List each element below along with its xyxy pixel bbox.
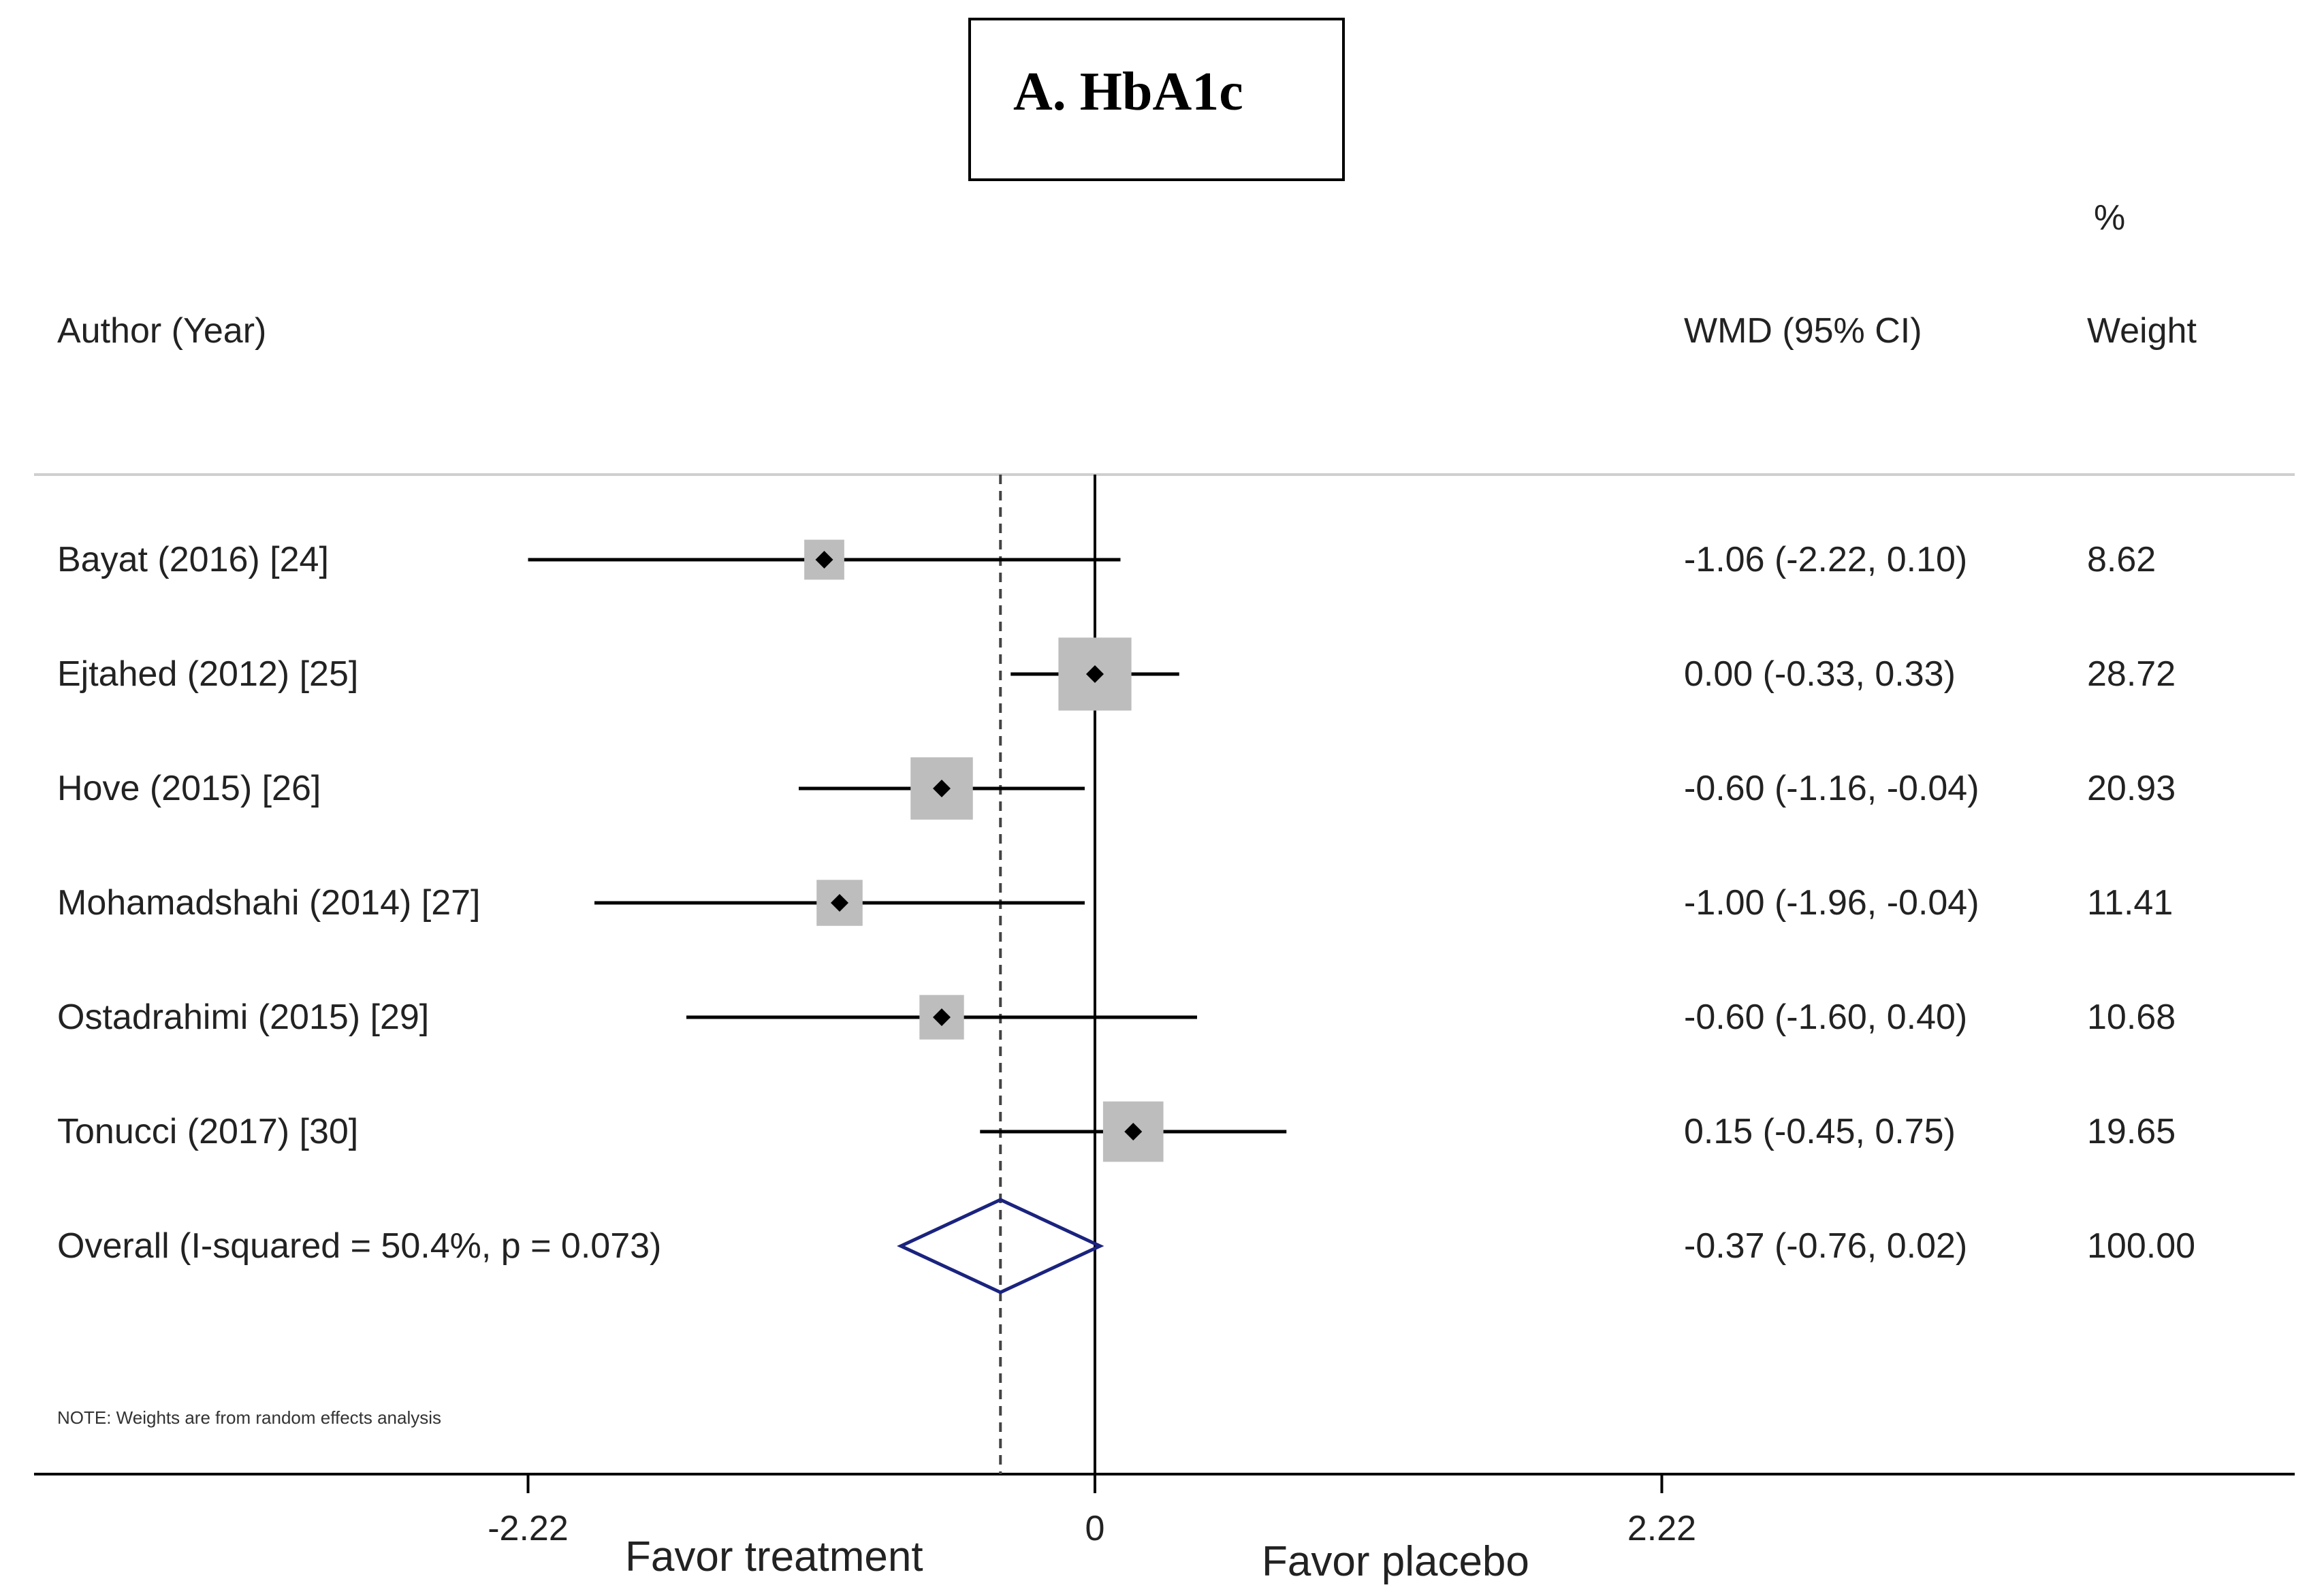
study-label: Ostadrahimi (2015) [29] [57, 998, 430, 1037]
chart-title-box: A. HbA1c [968, 18, 1345, 181]
study-point-estimate [933, 1008, 951, 1026]
column-header-weight: Weight [2087, 311, 2197, 351]
column-header-estimate: WMD (95% CI) [1684, 311, 1922, 351]
x-tick-label: 2.22 [1627, 1509, 1697, 1548]
column-header-study: Author (Year) [57, 311, 267, 351]
chart-title: A. HbA1c [1013, 62, 1243, 122]
study-label: Bayat (2016) [24] [57, 540, 329, 579]
overall-label: Overall (I-squared = 50.4%, p = 0.073) [57, 1226, 662, 1266]
study-label: Tonucci (2017) [30] [57, 1112, 359, 1151]
study-point-estimate [1086, 665, 1104, 683]
overall-diamond [897, 1198, 1104, 1294]
favor-placebo-label: Favor placebo [1262, 1538, 1529, 1585]
study-point-estimate [1124, 1123, 1143, 1140]
study-weight-text: 8.62 [2087, 540, 2156, 579]
study-point-estimate [815, 551, 833, 569]
x-tick-label: 0 [1085, 1509, 1105, 1548]
study-label: Mohamadshahi (2014) [27] [57, 883, 481, 923]
study-weight-text: 10.68 [2087, 998, 2176, 1037]
favor-treatment-label: Favor treatment [625, 1533, 923, 1580]
column-header-weight-percent: % [2094, 198, 2126, 238]
study-estimate-text: -1.06 (-2.22, 0.10) [1684, 540, 1968, 579]
study-label: Ejtahed (2012) [25] [57, 654, 359, 694]
study-estimate-text: -0.60 (-1.16, -0.04) [1684, 769, 1979, 808]
study-weight-text: 20.93 [2087, 769, 2176, 808]
x-tick-label: -2.22 [488, 1509, 569, 1548]
overall-estimate-text: -0.37 (-0.76, 0.02) [1684, 1226, 1968, 1266]
footnote: NOTE: Weights are from random effects an… [57, 1407, 442, 1428]
overall-weight-text: 100.00 [2087, 1226, 2196, 1266]
study-estimate-text: -0.60 (-1.60, 0.40) [1684, 998, 1968, 1037]
study-estimate-text: 0.00 (-0.33, 0.33) [1684, 654, 1956, 694]
study-weight-text: 11.41 [2087, 883, 2174, 923]
study-label: Hove (2015) [26] [57, 769, 321, 808]
study-weight-text: 28.72 [2087, 654, 2176, 694]
study-weight-text: 19.65 [2087, 1112, 2176, 1151]
study-point-estimate [933, 780, 951, 797]
study-point-estimate [831, 894, 848, 912]
study-estimate-text: 0.15 (-0.45, 0.75) [1684, 1112, 1956, 1151]
study-estimate-text: -1.00 (-1.96, -0.04) [1684, 883, 1979, 923]
